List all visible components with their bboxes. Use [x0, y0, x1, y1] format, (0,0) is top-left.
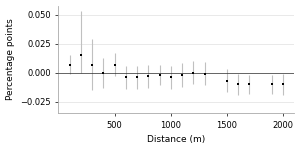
X-axis label: Distance (m): Distance (m) — [147, 135, 206, 144]
Y-axis label: Percentage points: Percentage points — [6, 19, 15, 100]
